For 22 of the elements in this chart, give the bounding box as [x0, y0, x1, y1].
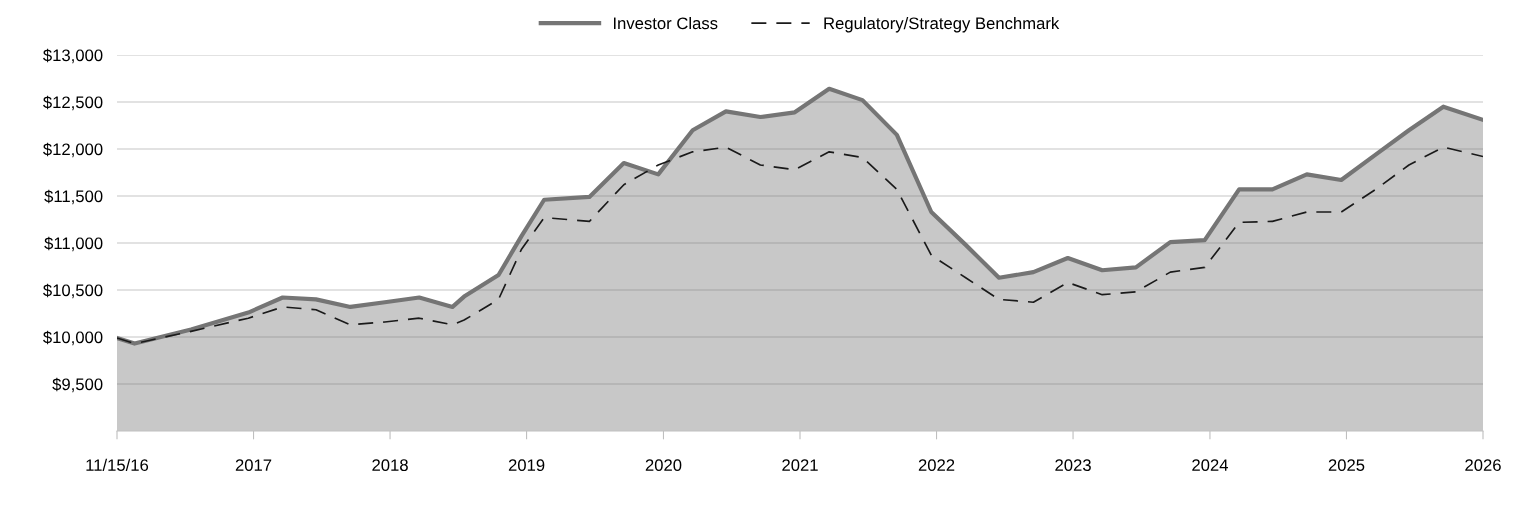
line-series	[117, 146, 1483, 345]
x-tick-label: 2026	[1465, 459, 1501, 472]
y-tick-label: $12,000	[43, 142, 103, 158]
y-tick-label: $11,000	[44, 236, 103, 252]
legend-label: Regulatory/Strategy Benchmark	[824, 16, 1060, 33]
y-tick-label: $11,500	[44, 189, 103, 205]
x-tick-label: 2025	[1328, 459, 1365, 472]
x-tick-label: 2018	[372, 459, 408, 472]
x-tick-label: 2020	[645, 459, 682, 472]
y-tick-label: $9,500	[52, 377, 103, 393]
x-tick-label: 2021	[782, 459, 818, 472]
y-tick-label: $10,000	[43, 330, 103, 346]
x-tick-label: 2024	[1192, 459, 1228, 472]
y-tick-label: $12,500	[43, 95, 103, 111]
x-tick-label: 2022	[918, 459, 955, 472]
legend-label: Investor Class	[613, 16, 718, 30]
x-tick-label: 2019	[508, 459, 545, 472]
x-tick-label: 2017	[235, 459, 272, 472]
y-tick-label: $13,000	[43, 48, 103, 64]
x-tick-label: 2023	[1055, 459, 1091, 472]
y-tick-label: $10,500	[43, 283, 103, 299]
x-tick-label: 11/15/16	[86, 458, 149, 472]
